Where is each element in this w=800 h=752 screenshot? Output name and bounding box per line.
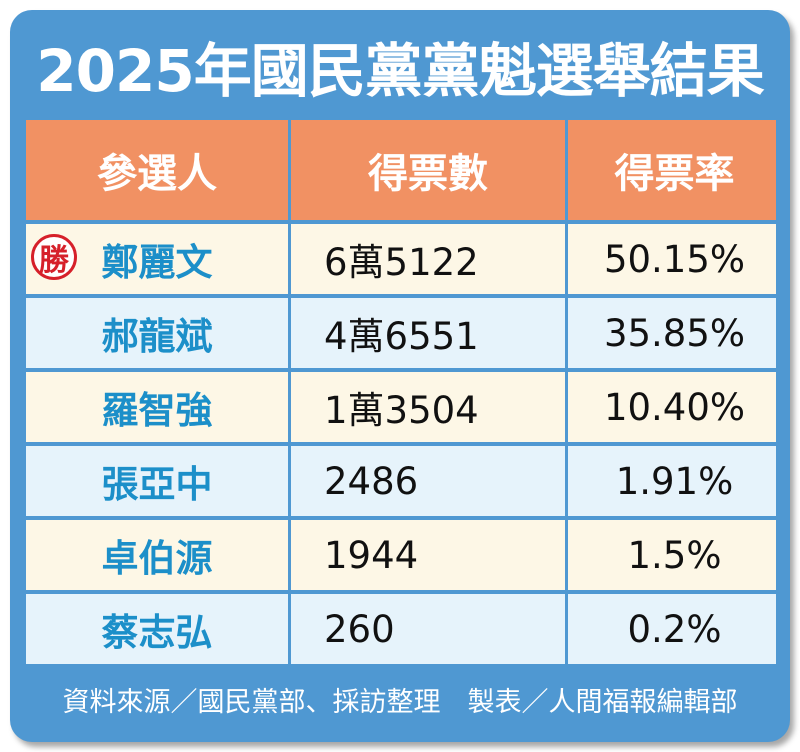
vote-count: 1944 <box>291 520 568 590</box>
vote-rate: 35.85% <box>603 311 746 355</box>
vote-rate: 0.2% <box>627 607 722 651</box>
table-row: 卓伯源 1944 1.5% <box>26 520 776 590</box>
vote-rate: 10.40% <box>603 385 746 429</box>
chart-title: 2025年國民黨黨魁選舉結果 <box>36 37 764 105</box>
candidate-name: 羅智強 <box>101 389 213 432</box>
results-table: 參選人 得票數 得票率 勝鄭麗文 6萬5122 50.15% 郝龍斌 4萬6551 35.… <box>26 120 776 664</box>
candidate-cell: 羅智強 <box>26 372 291 442</box>
vote-rate: 1.91% <box>615 459 734 503</box>
header-votes: 得票數 <box>291 120 568 220</box>
candidate-name: 郝龍斌 <box>101 315 213 358</box>
candidate-name: 卓伯源 <box>101 537 213 580</box>
candidate-name: 張亞中 <box>101 463 213 506</box>
header-candidate: 參選人 <box>26 120 291 220</box>
vote-rate: 1.5% <box>627 533 722 577</box>
table-row: 張亞中 2486 1.91% <box>26 446 776 516</box>
table-row: 羅智強 1萬3504 10.40% <box>26 372 776 442</box>
table-body: 勝鄭麗文 6萬5122 50.15% 郝龍斌 4萬6551 35.85% 羅智強 1萬3504… <box>26 224 776 664</box>
vote-count: 260 <box>291 594 568 664</box>
source-footer: 資料來源／國民黨部、採訪整理 製表／人間福報編輯部 <box>62 687 738 718</box>
table-row: 郝龍斌 4萬6551 35.85% <box>26 298 776 368</box>
candidate-name: 蔡志弘 <box>101 611 213 654</box>
table-row: 蔡志弘 260 0.2% <box>26 594 776 664</box>
candidate-name: 鄭麗文 <box>101 241 213 284</box>
vote-count: 2486 <box>291 446 568 516</box>
winner-badge-icon: 勝 <box>31 234 77 280</box>
header-rate: 得票率 <box>614 151 735 197</box>
results-card: 2025年國民黨黨魁選舉結果 參選人 得票數 得票率 勝鄭麗文 6萬5122 50.… <box>10 10 790 742</box>
candidate-cell: 勝鄭麗文 <box>26 224 291 294</box>
vote-count: 6萬5122 <box>291 224 568 294</box>
table-row: 勝鄭麗文 6萬5122 50.15% <box>26 224 776 294</box>
candidate-cell: 蔡志弘 <box>26 594 291 664</box>
candidate-cell: 張亞中 <box>26 446 291 516</box>
vote-count: 4萬6551 <box>291 298 568 368</box>
candidate-cell: 郝龍斌 <box>26 298 291 368</box>
vote-count: 1萬3504 <box>291 372 568 442</box>
candidate-cell: 卓伯源 <box>26 520 291 590</box>
vote-rate: 50.15% <box>603 237 746 281</box>
table-header-row: 參選人 得票數 得票率 <box>26 120 776 220</box>
